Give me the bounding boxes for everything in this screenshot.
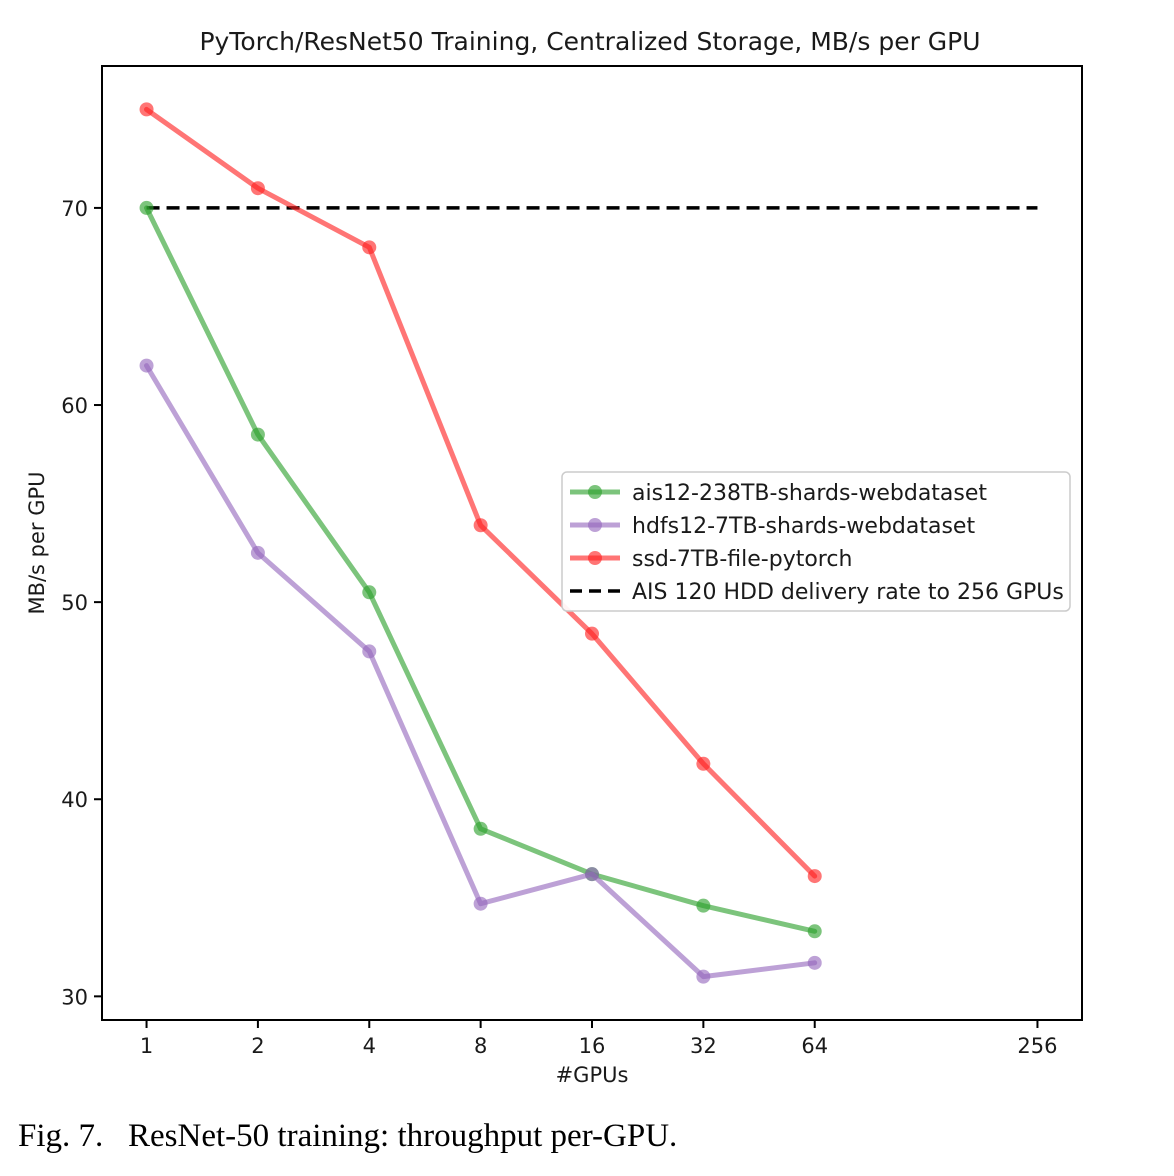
series-1 (139, 358, 822, 984)
data-point-2-0 (139, 102, 154, 117)
y-tick-label-0: 30 (61, 985, 88, 1009)
y-tick-label-2: 50 (61, 591, 88, 615)
x-tick-label-0: 1 (140, 1034, 153, 1058)
data-point-1-6 (807, 955, 822, 970)
legend: ais12-238TB-shards-webdataset hdfs12-7TB-… (561, 471, 1071, 612)
x-tick-label-4: 16 (579, 1034, 606, 1058)
x-tick-label-2: 4 (363, 1034, 376, 1058)
y-tick-label-3: 60 (61, 394, 88, 418)
legend-entry-2: ssd-7TB-file-pytorch (570, 547, 852, 572)
series-layer (139, 102, 1038, 984)
y-tick-label-1: 40 (61, 788, 88, 812)
legend-entry-3: AIS 120 HDD delivery rate to 256 GPUs (570, 580, 1064, 605)
data-point-1-1 (250, 545, 265, 560)
data-point-0-5 (696, 898, 711, 913)
legend-label-2: ssd-7TB-file-pytorch (632, 547, 852, 572)
x-tick-label-5: 32 (690, 1034, 717, 1058)
data-point-2-4 (585, 626, 599, 641)
x-tick-label-1: 2 (251, 1034, 264, 1058)
data-point-1-5 (696, 969, 711, 984)
series-2 (139, 102, 822, 884)
data-point-1-2 (362, 644, 377, 659)
legend-entry-0: ais12-238TB-shards-webdataset (570, 481, 987, 506)
x-tick-label-3: 8 (474, 1034, 487, 1058)
x-axis-label: #GPUs (556, 1063, 629, 1087)
data-point-0-2 (362, 585, 377, 600)
legend-label-3: AIS 120 HDD delivery rate to 256 GPUs (632, 580, 1064, 605)
chart-title: PyTorch/ResNet50 Training, Centralized S… (199, 27, 980, 56)
legend-marker-1 (588, 518, 602, 532)
data-point-1-0 (139, 358, 154, 373)
ticks-layer: 1 2 4 8 16 32 64 256 30 40 50 60 70 (61, 197, 1057, 1058)
legend-marker-2 (588, 551, 602, 565)
chart: PyTorch/ResNet50 Training, Centralized S… (25, 27, 1083, 1087)
series-line-1 (144, 363, 818, 980)
y-axis-label: MB/s per GPU (25, 471, 49, 614)
legend-box (561, 471, 1071, 612)
data-point-0-0 (139, 200, 154, 215)
data-point-0-6 (807, 924, 822, 939)
data-point-2-6 (807, 869, 822, 884)
legend-label-1: hdfs12-7TB-shards-webdataset (632, 514, 975, 539)
data-point-2-2 (362, 240, 377, 255)
x-tick-label-6: 64 (801, 1034, 828, 1058)
data-point-1-4 (585, 867, 599, 882)
data-point-0-3 (473, 821, 488, 836)
legend-label-0: ais12-238TB-shards-webdataset (632, 481, 987, 506)
data-point-2-5 (696, 756, 711, 771)
legend-entry-1: hdfs12-7TB-shards-webdataset (570, 514, 975, 539)
y-tick-label-4: 70 (61, 197, 88, 221)
legend-marker-0 (588, 485, 602, 499)
data-point-1-3 (473, 896, 488, 911)
data-point-0-1 (250, 427, 265, 442)
figure-caption: Fig. 7. ResNet-50 training: throughput p… (18, 1118, 678, 1154)
data-point-2-1 (250, 181, 265, 196)
data-point-2-3 (473, 518, 488, 533)
x-tick-label-7: 256 (1017, 1034, 1057, 1058)
legend-entries: ais12-238TB-shards-webdataset hdfs12-7TB-… (570, 481, 1064, 605)
